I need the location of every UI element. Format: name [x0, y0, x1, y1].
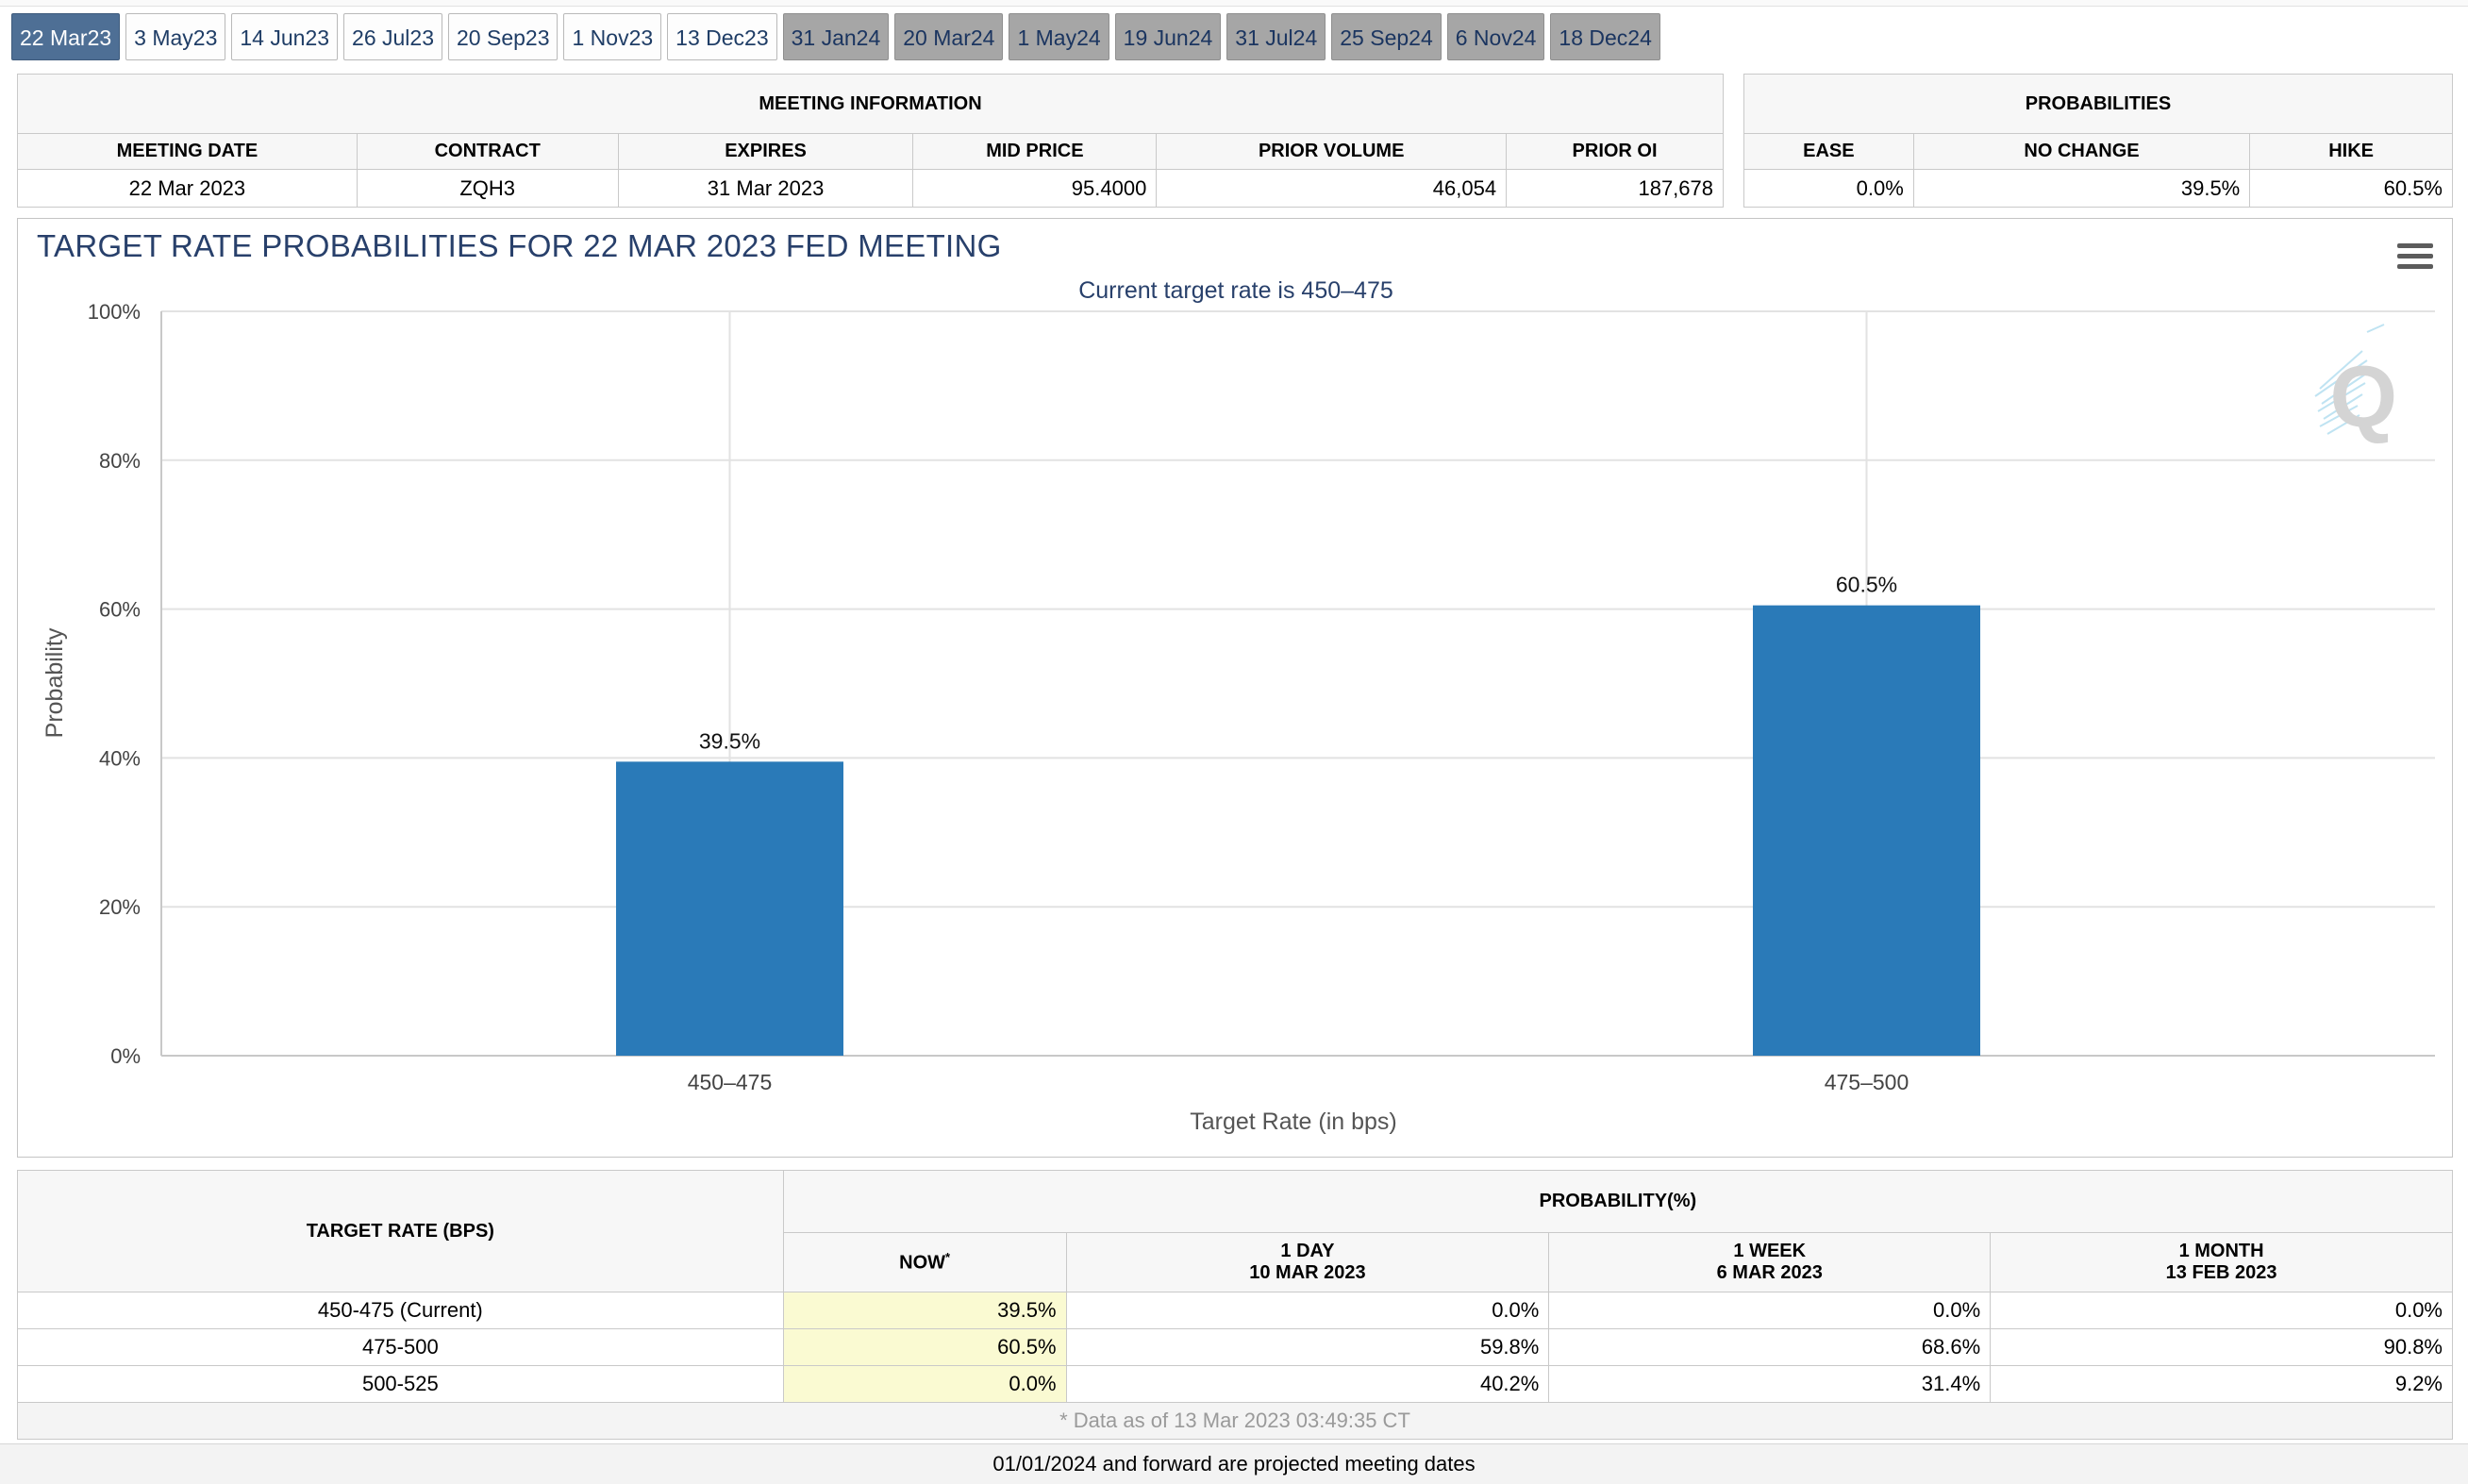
- col-hike: HIKE: [2249, 133, 2453, 170]
- meeting-info-table: MEETING INFORMATION MEETING DATE CONTRAC…: [17, 74, 1724, 208]
- one-day-cell: 59.8%: [1065, 1328, 1550, 1366]
- no-change-value: 39.5%: [1912, 169, 2251, 208]
- one-month-cell: 9.2%: [1990, 1365, 2453, 1403]
- bar-data-label: 60.5%: [1836, 573, 1897, 597]
- one-day-cell: 40.2%: [1065, 1365, 1550, 1403]
- tab-meeting[interactable]: 31 Jul24: [1226, 13, 1326, 60]
- tab-meeting[interactable]: 14 Jun23: [231, 13, 339, 60]
- mid-price-value: 95.4000: [912, 169, 1158, 208]
- prior-oi-value: 187,678: [1506, 169, 1724, 208]
- chart-panel: 0% 20% 40% 60% 80% 100% 39.5% 450–475 60.5% 475–5…: [17, 218, 2453, 1158]
- tab-meeting[interactable]: 6 Nov24: [1446, 13, 1545, 60]
- table-row: 475-500 60.5% 59.8% 68.6% 90.8%: [17, 1328, 2453, 1366]
- one-week-cell: 68.6%: [1548, 1328, 1992, 1366]
- table-row: 500-525 0.0% 40.2% 31.4% 9.2%: [17, 1365, 2453, 1403]
- tab-meeting[interactable]: 26 Jul23: [343, 13, 442, 60]
- col-expires: EXPIRES: [617, 133, 914, 170]
- tab-meeting[interactable]: 13 Dec23: [667, 13, 777, 60]
- target-rate-cell: 450-475 (Current): [17, 1292, 784, 1329]
- target-rate-cell: 500-525: [17, 1365, 784, 1403]
- expires-value: 31 Mar 2023: [617, 169, 914, 208]
- tab-meeting[interactable]: 31 Jan24: [782, 13, 890, 60]
- y-tick-label: 100%: [88, 300, 141, 324]
- meeting-date-value: 22 Mar 2023: [17, 169, 358, 208]
- probability-table: TARGET RATE (BPS) PROBABILITY(%) NOW* 1 …: [17, 1170, 2454, 1440]
- tab-meeting[interactable]: 20 Sep23: [448, 13, 559, 60]
- col-ease: EASE: [1743, 133, 1914, 170]
- col-1-day-date: 10 MAR 2023: [1249, 1262, 1366, 1283]
- col-contract: CONTRACT: [356, 133, 619, 170]
- tab-meeting[interactable]: 18 Dec24: [1550, 13, 1660, 60]
- tab-meeting[interactable]: 25 Sep24: [1331, 13, 1442, 60]
- now-cell: 39.5%: [782, 1292, 1067, 1329]
- tab-meeting[interactable]: 3 May23: [125, 13, 226, 60]
- one-day-cell: 0.0%: [1065, 1292, 1550, 1329]
- col-1-month: 1 MONTH 13 FEB 2023: [1990, 1232, 2453, 1292]
- y-tick-label: 40%: [99, 746, 141, 770]
- col-1-month-date: 13 FEB 2023: [2165, 1262, 2277, 1283]
- contract-value: ZQH3: [356, 169, 619, 208]
- col-prior-volume: PRIOR VOLUME: [1156, 133, 1508, 170]
- meeting-tabs: 22 Mar23 3 May23 14 Jun23 26 Jul23 20 Se…: [11, 13, 1660, 62]
- now-cell: 0.0%: [782, 1365, 1067, 1403]
- bar: [616, 761, 843, 1056]
- now-cell: 60.5%: [782, 1328, 1067, 1366]
- y-tick-label: 80%: [99, 449, 141, 473]
- chart-subtitle: Current target rate is 450–475: [1078, 277, 1393, 304]
- prior-volume-value: 46,054: [1156, 169, 1508, 208]
- tab-meeting[interactable]: 22 Mar23: [11, 13, 121, 60]
- col-1-day-label: 1 DAY: [1280, 1241, 1335, 1261]
- hamburger-menu-icon[interactable]: [2397, 243, 2433, 272]
- one-week-cell: 31.4%: [1548, 1365, 1992, 1403]
- hike-value: 60.5%: [2249, 169, 2453, 208]
- now-footnote-marker: *: [945, 1250, 951, 1265]
- col-now: NOW*: [782, 1232, 1067, 1292]
- col-1-week-label: 1 WEEK: [1733, 1241, 1807, 1261]
- one-month-cell: 90.8%: [1990, 1328, 2453, 1366]
- watermark-logo-icon: Q: [2314, 324, 2397, 445]
- col-1-week-date: 6 MAR 2023: [1716, 1262, 1823, 1283]
- target-rate-cell: 475-500: [17, 1328, 784, 1366]
- col-no-change: NO CHANGE: [1912, 133, 2251, 170]
- tab-meeting[interactable]: 1 May24: [1009, 13, 1109, 60]
- target-rate-header: TARGET RATE (BPS): [17, 1170, 784, 1292]
- x-tick-label: 475–500: [1825, 1070, 1909, 1094]
- data-timestamp-footnote: * Data as of 13 Mar 2023 03:49:35 CT: [17, 1402, 2453, 1440]
- tab-meeting[interactable]: 19 Jun24: [1114, 13, 1222, 60]
- tab-meeting[interactable]: 20 Mar24: [894, 13, 1004, 60]
- bar: [1753, 605, 1980, 1056]
- probabilities-header: PROBABILITIES: [1743, 74, 2453, 134]
- y-axis-title: Probability: [42, 627, 68, 738]
- x-tick-label: 450–475: [688, 1070, 773, 1094]
- x-axis-title: Target Rate (in bps): [1190, 1109, 1397, 1135]
- watermark-letter: Q: [2329, 349, 2397, 445]
- ease-value: 0.0%: [1743, 169, 1914, 208]
- y-tick-label: 0%: [110, 1044, 141, 1068]
- chart-svg: 0% 20% 40% 60% 80% 100% 39.5% 450–475 60.5% 475–5…: [42, 300, 2435, 1135]
- col-mid-price: MID PRICE: [912, 133, 1158, 170]
- col-meeting-date: MEETING DATE: [17, 133, 358, 170]
- one-week-cell: 0.0%: [1548, 1292, 1992, 1329]
- meeting-info-header: MEETING INFORMATION: [17, 74, 1724, 134]
- y-tick-label: 20%: [99, 895, 141, 919]
- col-prior-oi: PRIOR OI: [1506, 133, 1724, 170]
- table-row: 450-475 (Current) 39.5% 0.0% 0.0% 0.0%: [17, 1292, 2453, 1329]
- one-month-cell: 0.0%: [1990, 1292, 2453, 1329]
- bar-data-label: 39.5%: [699, 728, 760, 753]
- col-1-week: 1 WEEK 6 MAR 2023: [1548, 1232, 1992, 1292]
- probability-header: PROBABILITY(%): [782, 1170, 2454, 1233]
- top-border: [0, 0, 2468, 7]
- probabilities-table: PROBABILITIES EASE NO CHANGE HIKE 0.0% 3…: [1743, 74, 2453, 208]
- col-1-day: 1 DAY 10 MAR 2023: [1065, 1232, 1550, 1292]
- col-1-month-label: 1 MONTH: [2178, 1241, 2264, 1261]
- tab-meeting[interactable]: 1 Nov23: [563, 13, 662, 60]
- projected-dates-note: 01/01/2024 and forward are projected mee…: [0, 1443, 2468, 1484]
- y-tick-label: 60%: [99, 598, 141, 622]
- now-label: NOW: [899, 1252, 946, 1274]
- chart-title: TARGET RATE PROBABILITIES FOR 22 MAR 202…: [37, 228, 1002, 263]
